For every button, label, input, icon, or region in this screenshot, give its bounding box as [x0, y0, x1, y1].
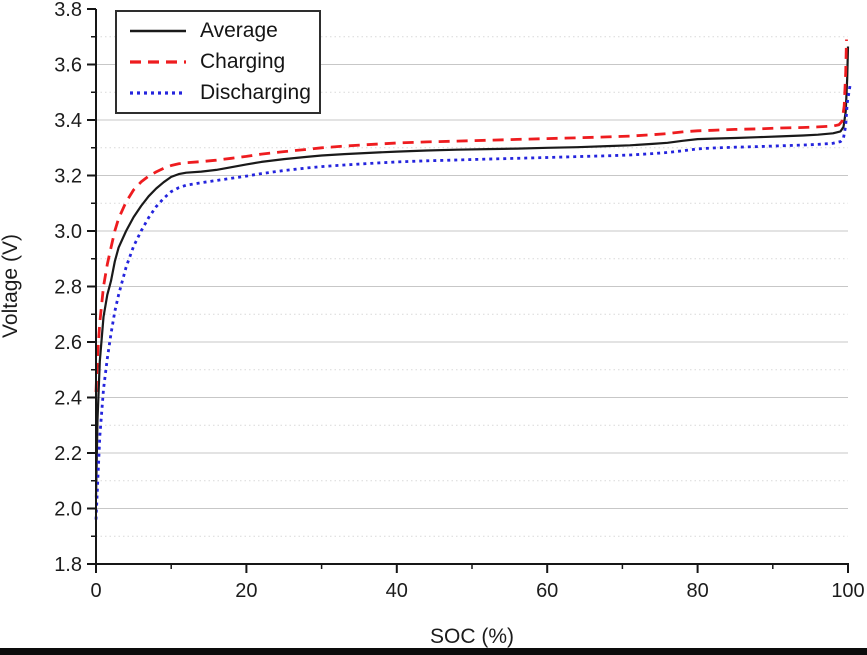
- y-axis-title: Voltage (V): [0, 234, 22, 338]
- legend-label: Charging: [200, 49, 286, 73]
- x-tick-label: 0: [90, 580, 101, 602]
- series-layer: [94, 39, 852, 520]
- y-tick-label: 3.6: [54, 55, 82, 77]
- series-discharging-line: [94, 83, 852, 520]
- legend-label: Discharging: [200, 81, 311, 105]
- legend-swatch-dotted: [130, 91, 186, 95]
- legend-item-charging: Charging: [117, 46, 319, 77]
- y-tick-label: 2.8: [54, 277, 82, 299]
- series-average-line: [94, 46, 850, 498]
- y-tick-label: 3.2: [54, 166, 82, 188]
- y-tick-label: 3.8: [54, 0, 82, 21]
- x-tick-label: 80: [686, 580, 708, 602]
- bottom-bar: [0, 648, 867, 655]
- legend-label: Average: [200, 18, 278, 42]
- legend-item-average: Average: [117, 15, 319, 46]
- legend-swatch-dashed: [130, 60, 186, 64]
- legend: Average Charging Discharging: [115, 10, 321, 114]
- legend-item-discharging: Discharging: [117, 78, 319, 109]
- axes-layer: 1.8 2.0 2.2 2.4 2.6 2.8 3.0 3.2 3.4 3.6 3.8 0 20 40 60…: [54, 0, 865, 602]
- x-tick-label: 100: [831, 580, 864, 602]
- y-tick-label: 2.4: [54, 388, 82, 410]
- legend-swatch-solid: [130, 29, 186, 32]
- y-tick-label: 2.0: [54, 499, 82, 521]
- series-charging-line: [94, 39, 848, 392]
- y-tick-label: 3.4: [54, 110, 82, 132]
- y-tick-label: 2.2: [54, 443, 82, 465]
- x-tick-label: 60: [536, 580, 558, 602]
- x-tick-label: 20: [235, 580, 257, 602]
- x-axis-title: SOC (%): [430, 625, 514, 648]
- y-tick-label: 3.0: [54, 221, 82, 243]
- y-tick-label: 1.8: [54, 554, 82, 576]
- y-tick-label: 2.6: [54, 332, 82, 354]
- x-tick-label: 40: [386, 580, 408, 602]
